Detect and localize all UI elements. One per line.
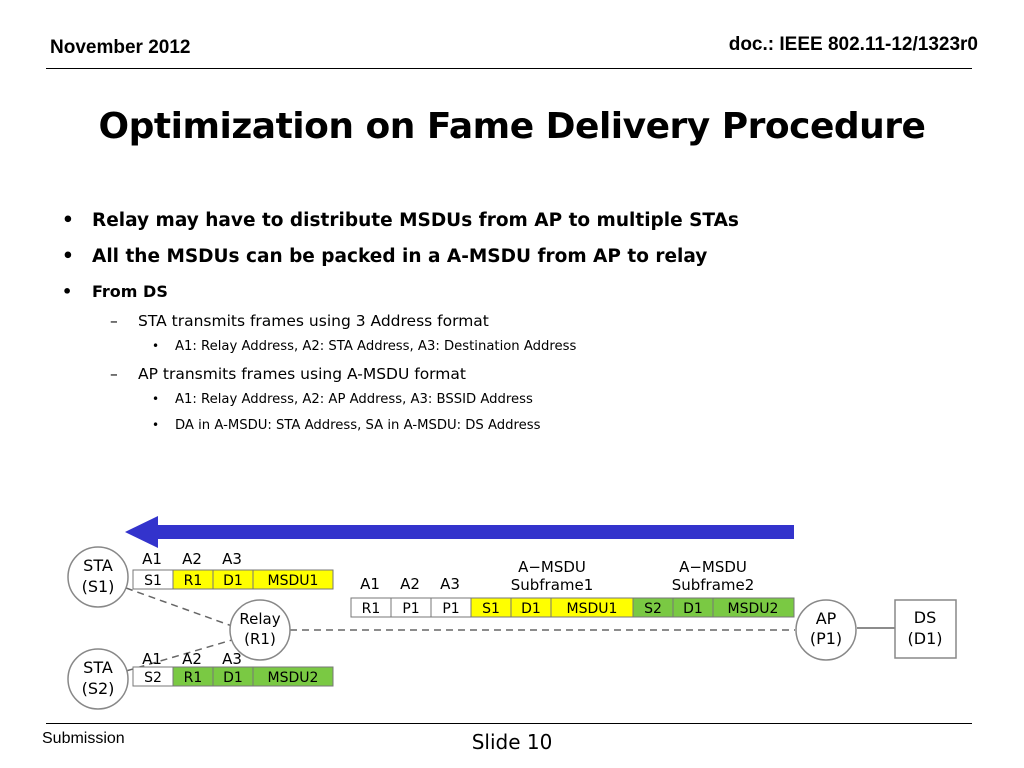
sub-sub-bullet-text: A1: Relay Address, A2: STA Address, A3: … xyxy=(175,339,577,354)
node-sta2-line1: STA xyxy=(83,658,113,677)
connection-lines xyxy=(125,587,795,672)
subframe2-label-line1: A−MSDU xyxy=(679,558,747,576)
node-ap-circle xyxy=(795,599,857,661)
frame-cell-box xyxy=(252,569,334,590)
frame-header: A2 xyxy=(182,650,202,668)
node-ds-line2: (D1) xyxy=(908,629,943,648)
node-relay-circle xyxy=(229,599,291,661)
node-sta1-line2: (S1) xyxy=(82,577,115,596)
node-sta1-circle xyxy=(67,546,129,608)
bullet-text: From DS xyxy=(92,282,168,301)
node-sta2: STA (S2) xyxy=(67,648,129,710)
header-date: November 2012 xyxy=(50,37,191,58)
frame-cell-text: D1 xyxy=(683,601,703,617)
frame-cell-text: P1 xyxy=(402,601,419,617)
node-relay-line2: (R1) xyxy=(244,630,276,648)
bullet-dash: – xyxy=(110,365,118,383)
frame-header: A3 xyxy=(222,550,242,568)
frame-header: A1 xyxy=(360,575,380,593)
bullet-dot: • xyxy=(152,392,160,406)
frame-header: A1 xyxy=(142,650,162,668)
node-ds: DS (D1) xyxy=(894,599,957,659)
frame-header: A1 xyxy=(142,550,162,568)
subframe1-label-line1: A−MSDU xyxy=(518,558,586,576)
frame-cell-text: S2 xyxy=(144,670,162,686)
bullet-dot: • xyxy=(152,339,160,353)
node-relay-line1: Relay xyxy=(239,610,280,628)
sub-sub-bullet-item: • DA in A-MSDU: STA Address, SA in A-MSDU… xyxy=(62,418,962,444)
node-ds-line1: DS xyxy=(914,608,936,627)
link-sta1-relay xyxy=(125,587,233,627)
frame-sta2: A1 A2 A3 S2 R1 D1 MSDU2 xyxy=(132,650,334,687)
frame-cell-text: D1 xyxy=(223,670,243,686)
frame-amsdu: A1 A2 A3 A−MSDU Subframe1 A−MSDU Subfram… xyxy=(350,558,795,618)
arrow-shaft xyxy=(152,525,794,539)
slide-title: Optimization on Fame Delivery Procedure xyxy=(98,106,926,147)
frame-cell-text: S1 xyxy=(144,573,162,589)
bullet-dot: • xyxy=(62,210,74,231)
frame-cell-box xyxy=(252,666,334,687)
frame-header: A2 xyxy=(182,550,202,568)
subframe2-label-line2: Subframe2 xyxy=(672,576,755,594)
link-sta2-relay xyxy=(125,639,233,672)
frame-cell-text: D1 xyxy=(521,601,541,617)
bullet-item: • All the MSDUs can be packed in a A-MSDU… xyxy=(62,246,962,282)
node-ds-box xyxy=(894,599,957,659)
sub-bullet-text: AP transmits frames using A-MSDU format xyxy=(138,365,466,383)
direction-arrow xyxy=(125,516,794,548)
frame-header: A3 xyxy=(440,575,460,593)
frame-cell-text: R1 xyxy=(362,601,381,617)
frame-cell-text: MSDU1 xyxy=(268,573,319,589)
bullet-dash: – xyxy=(110,312,118,330)
node-sta2-circle xyxy=(67,648,129,710)
bullet-dot: • xyxy=(152,418,160,432)
header-doc-id: doc.: IEEE 802.11-12/1323r0 xyxy=(728,34,978,55)
node-relay: Relay (R1) xyxy=(229,599,291,661)
frame-cell-text: D1 xyxy=(223,573,243,589)
arrow-head xyxy=(125,516,158,548)
bullet-list: • Relay may have to distribute MSDUs from… xyxy=(62,210,962,444)
bullet-item: • From DS xyxy=(62,282,962,312)
sub-bullet-item: – STA transmits frames using 3 Address fo… xyxy=(62,312,962,339)
sub-sub-bullet-item: • A1: Relay Address, A2: AP Address, A3: … xyxy=(62,392,962,418)
bullet-text: All the MSDUs can be packed in a A-MSDU … xyxy=(92,246,708,267)
bullet-dot: • xyxy=(62,246,74,267)
frame-cell-text: S2 xyxy=(644,601,662,617)
sub-sub-bullet-text: DA in A-MSDU: STA Address, SA in A-MSDU:… xyxy=(175,418,541,433)
bullet-item: • Relay may have to distribute MSDUs from… xyxy=(62,210,962,246)
node-sta2-line2: (S2) xyxy=(82,679,115,698)
sub-sub-bullet-text: A1: Relay Address, A2: AP Address, A3: B… xyxy=(175,392,533,407)
frame-cell-text: R1 xyxy=(184,573,203,589)
frame-cell-text: MSDU2 xyxy=(728,601,779,617)
bullet-dot: • xyxy=(62,282,73,301)
sub-sub-bullet-item: • A1: Relay Address, A2: STA Address, A3:… xyxy=(62,339,962,365)
footer-submission: Submission xyxy=(42,730,125,747)
slide-number: Slide 10 xyxy=(471,730,553,754)
frame-cell-text: MSDU2 xyxy=(268,670,319,686)
header-rule xyxy=(46,68,972,69)
footer-rule xyxy=(46,723,972,724)
frame-cell-text: MSDU1 xyxy=(567,601,618,617)
frame-cell-text: R1 xyxy=(184,670,203,686)
bullet-text: Relay may have to distribute MSDUs from … xyxy=(92,210,739,231)
node-ap-line1: AP xyxy=(816,609,837,628)
node-sta1-line1: STA xyxy=(83,556,113,575)
subframe1-label-line2: Subframe1 xyxy=(511,576,594,594)
sub-bullet-item: – AP transmits frames using A-MSDU format xyxy=(62,365,962,392)
frame-header: A2 xyxy=(400,575,420,593)
node-sta1: STA (S1) xyxy=(67,546,129,608)
node-ap: AP (P1) xyxy=(795,599,857,661)
frame-header: A3 xyxy=(222,650,242,668)
sub-bullet-text: STA transmits frames using 3 Address for… xyxy=(138,312,489,330)
frame-cell-text: S1 xyxy=(482,601,500,617)
frame-sta1: A1 A2 A3 S1 R1 D1 MSDU1 xyxy=(132,550,334,590)
node-ap-line2: (P1) xyxy=(810,629,842,648)
frame-cell-text: P1 xyxy=(442,601,459,617)
frame-cell-box xyxy=(712,597,795,618)
